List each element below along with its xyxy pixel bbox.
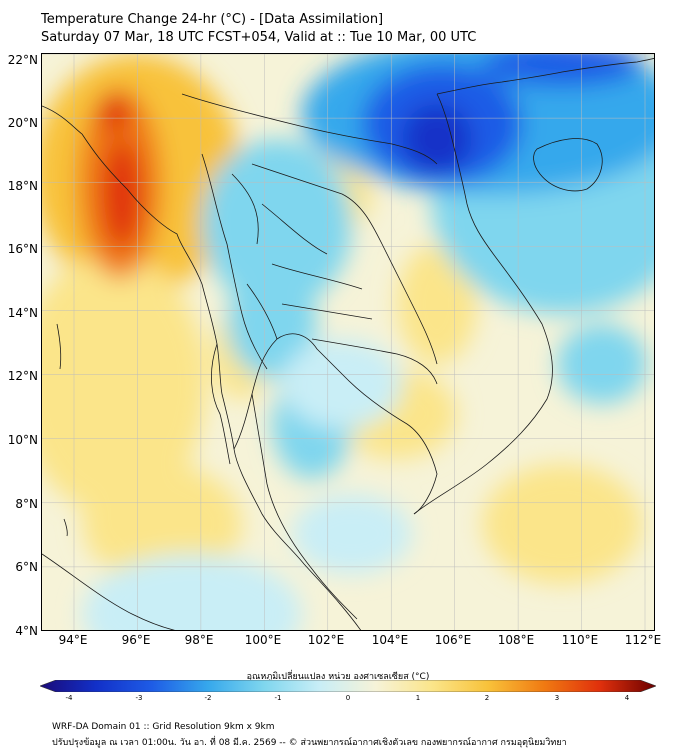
lat-label-22n: 22°N: [7, 53, 38, 67]
lon-label-100e: 100°E: [244, 633, 282, 647]
peninsula-west-coast: [211, 343, 231, 465]
colorbar-tick: -4: [65, 694, 73, 702]
lon-label-104e: 104°E: [371, 633, 409, 647]
colorbar: [40, 680, 656, 692]
hainan-island: [533, 138, 603, 192]
sumatra-coast: [42, 553, 175, 630]
cool-region-malacca: [82, 554, 302, 630]
lat-label-8n: 8°N: [15, 497, 38, 511]
colorbar-tick: -3: [135, 694, 143, 702]
colorbar-ramp: [40, 680, 656, 692]
lat-label-6n: 6°N: [15, 560, 38, 574]
nicobar-islands: [63, 518, 68, 537]
temperature-change-map[interactable]: [42, 54, 655, 631]
cool-patch-east-sea: [557, 324, 647, 404]
lon-label-112e: 112°E: [624, 633, 662, 647]
very-hot-core-myanmar: [102, 139, 142, 249]
warm-patch-andaman-south: [82, 464, 242, 584]
lat-label-10n: 10°N: [7, 433, 38, 447]
lon-label-94e: 94°E: [58, 633, 88, 647]
lon-label-96e: 96°E: [121, 633, 151, 647]
chart-title: Temperature Change 24-hr (°C) - [Data As…: [41, 12, 384, 27]
cool-region-malay-peninsula: [292, 494, 412, 574]
province-lines-thailand: [231, 173, 373, 340]
colorbar-tick: 4: [624, 694, 630, 702]
coastlines: [42, 58, 654, 630]
colorbar-tick: 2: [484, 694, 490, 702]
chart-subtitle: Saturday 07 Mar, 18 UTC FCST+054, Valid …: [41, 30, 477, 45]
colorbar-tick: -1: [274, 694, 282, 702]
footer-model-info: WRF-DA Domain 01 :: Grid Resolution 9km …: [52, 722, 275, 732]
lon-label-98e: 98°E: [184, 633, 214, 647]
lat-label-20n: 20°N: [7, 116, 38, 130]
map-panel[interactable]: [41, 53, 655, 631]
lon-label-108e: 108°E: [497, 633, 535, 647]
lon-label-110e: 110°E: [561, 633, 599, 647]
colorbar-tick: -2: [204, 694, 212, 702]
vietnam-coast: [413, 93, 553, 515]
warm-region-andaman: [42, 254, 207, 514]
border-china: [181, 93, 438, 165]
colorbar-label: อุณหภูมิเปลี่ยนแปลง หน่วย องศาเซลเซียส (…: [246, 672, 430, 682]
very-cold-region-northeast: [482, 54, 642, 86]
colorbar-tick: 3: [554, 694, 560, 702]
footer-credit: ปรับปรุงข้อมูล ณ เวลา 01:00น. วัน อา. ที…: [52, 738, 567, 748]
border-cambodia: [311, 338, 438, 385]
colorbar-tick: 1: [415, 694, 421, 702]
lat-label-4n: 4°N: [15, 624, 38, 638]
very-hot-core-north: [98, 92, 130, 132]
china-south-coast: [436, 58, 654, 95]
lon-label-102e: 102°E: [307, 633, 345, 647]
lat-label-14n: 14°N: [7, 306, 38, 320]
andaman-islands: [56, 323, 62, 370]
border-myanmar-thailand: [201, 153, 268, 370]
lat-label-16n: 16°N: [7, 242, 38, 256]
lat-label-18n: 18°N: [7, 179, 38, 193]
lat-label-12n: 12°N: [7, 369, 38, 383]
colorbar-tick: 0: [345, 694, 351, 702]
peninsula-east-coast: [251, 393, 358, 620]
warm-patch-vietnam: [397, 244, 477, 364]
lon-label-106e: 106°E: [434, 633, 472, 647]
gulf-of-thailand-coast: [233, 333, 438, 515]
cool-region-gulf-east: [282, 339, 402, 429]
border-laos: [251, 163, 438, 365]
cool-region-central-thailand: [227, 269, 317, 379]
warm-patch-south-china-sea: [482, 464, 642, 584]
